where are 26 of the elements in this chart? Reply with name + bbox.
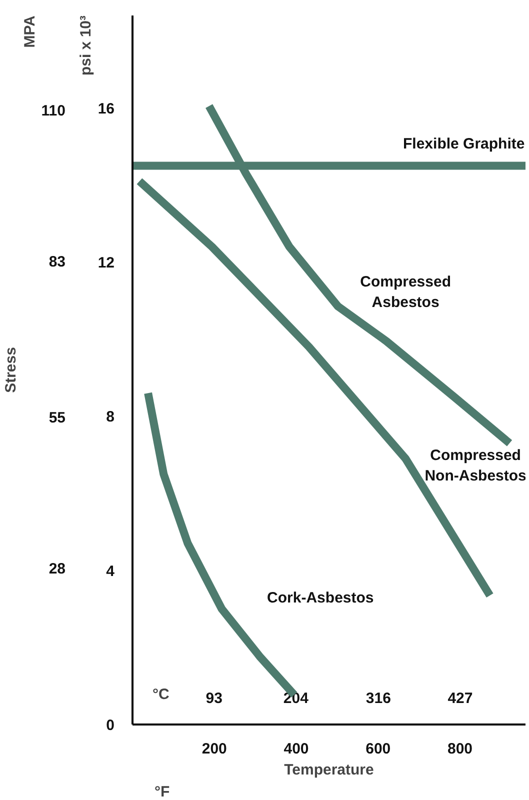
y-tick-label: 16 [98,100,115,118]
x-tick-label: 800 [447,740,473,758]
series-label: Flexible Graphite [403,135,525,152]
text: Cork-Asbestos [267,590,374,607]
y-axis-title: psi x 10³ [78,15,94,76]
y2-tick-label: 110 [41,102,66,120]
series-label: Compressed Non-Asbestos [424,447,526,484]
x2-tick-label: 316 [366,690,391,708]
series-label: Compressed Asbestos [360,274,451,312]
x-tick-label: 600 [366,740,391,758]
y2-tick-label: 28 [48,560,66,578]
y-tick-label: 4 [106,562,116,580]
y2-tick-label: 83 [48,253,66,270]
x2-tick-label: 427 [448,690,473,708]
y2-tick-label: 55 [48,410,66,427]
y-tick-label: 12 [98,254,115,272]
y-tick-label: 0 [106,717,114,734]
x2-tick-label: 93 [206,690,222,708]
x-tick-label: 200 [202,740,227,758]
y-tick-label: 8 [106,408,114,426]
x-tick-label: 400 [284,740,309,758]
text: °F [154,784,170,800]
y2-axis-title: MPA [22,15,38,48]
annotation: °C [152,686,170,704]
text: Stress [2,347,20,393]
x-axis-title: Temperature [284,762,374,778]
